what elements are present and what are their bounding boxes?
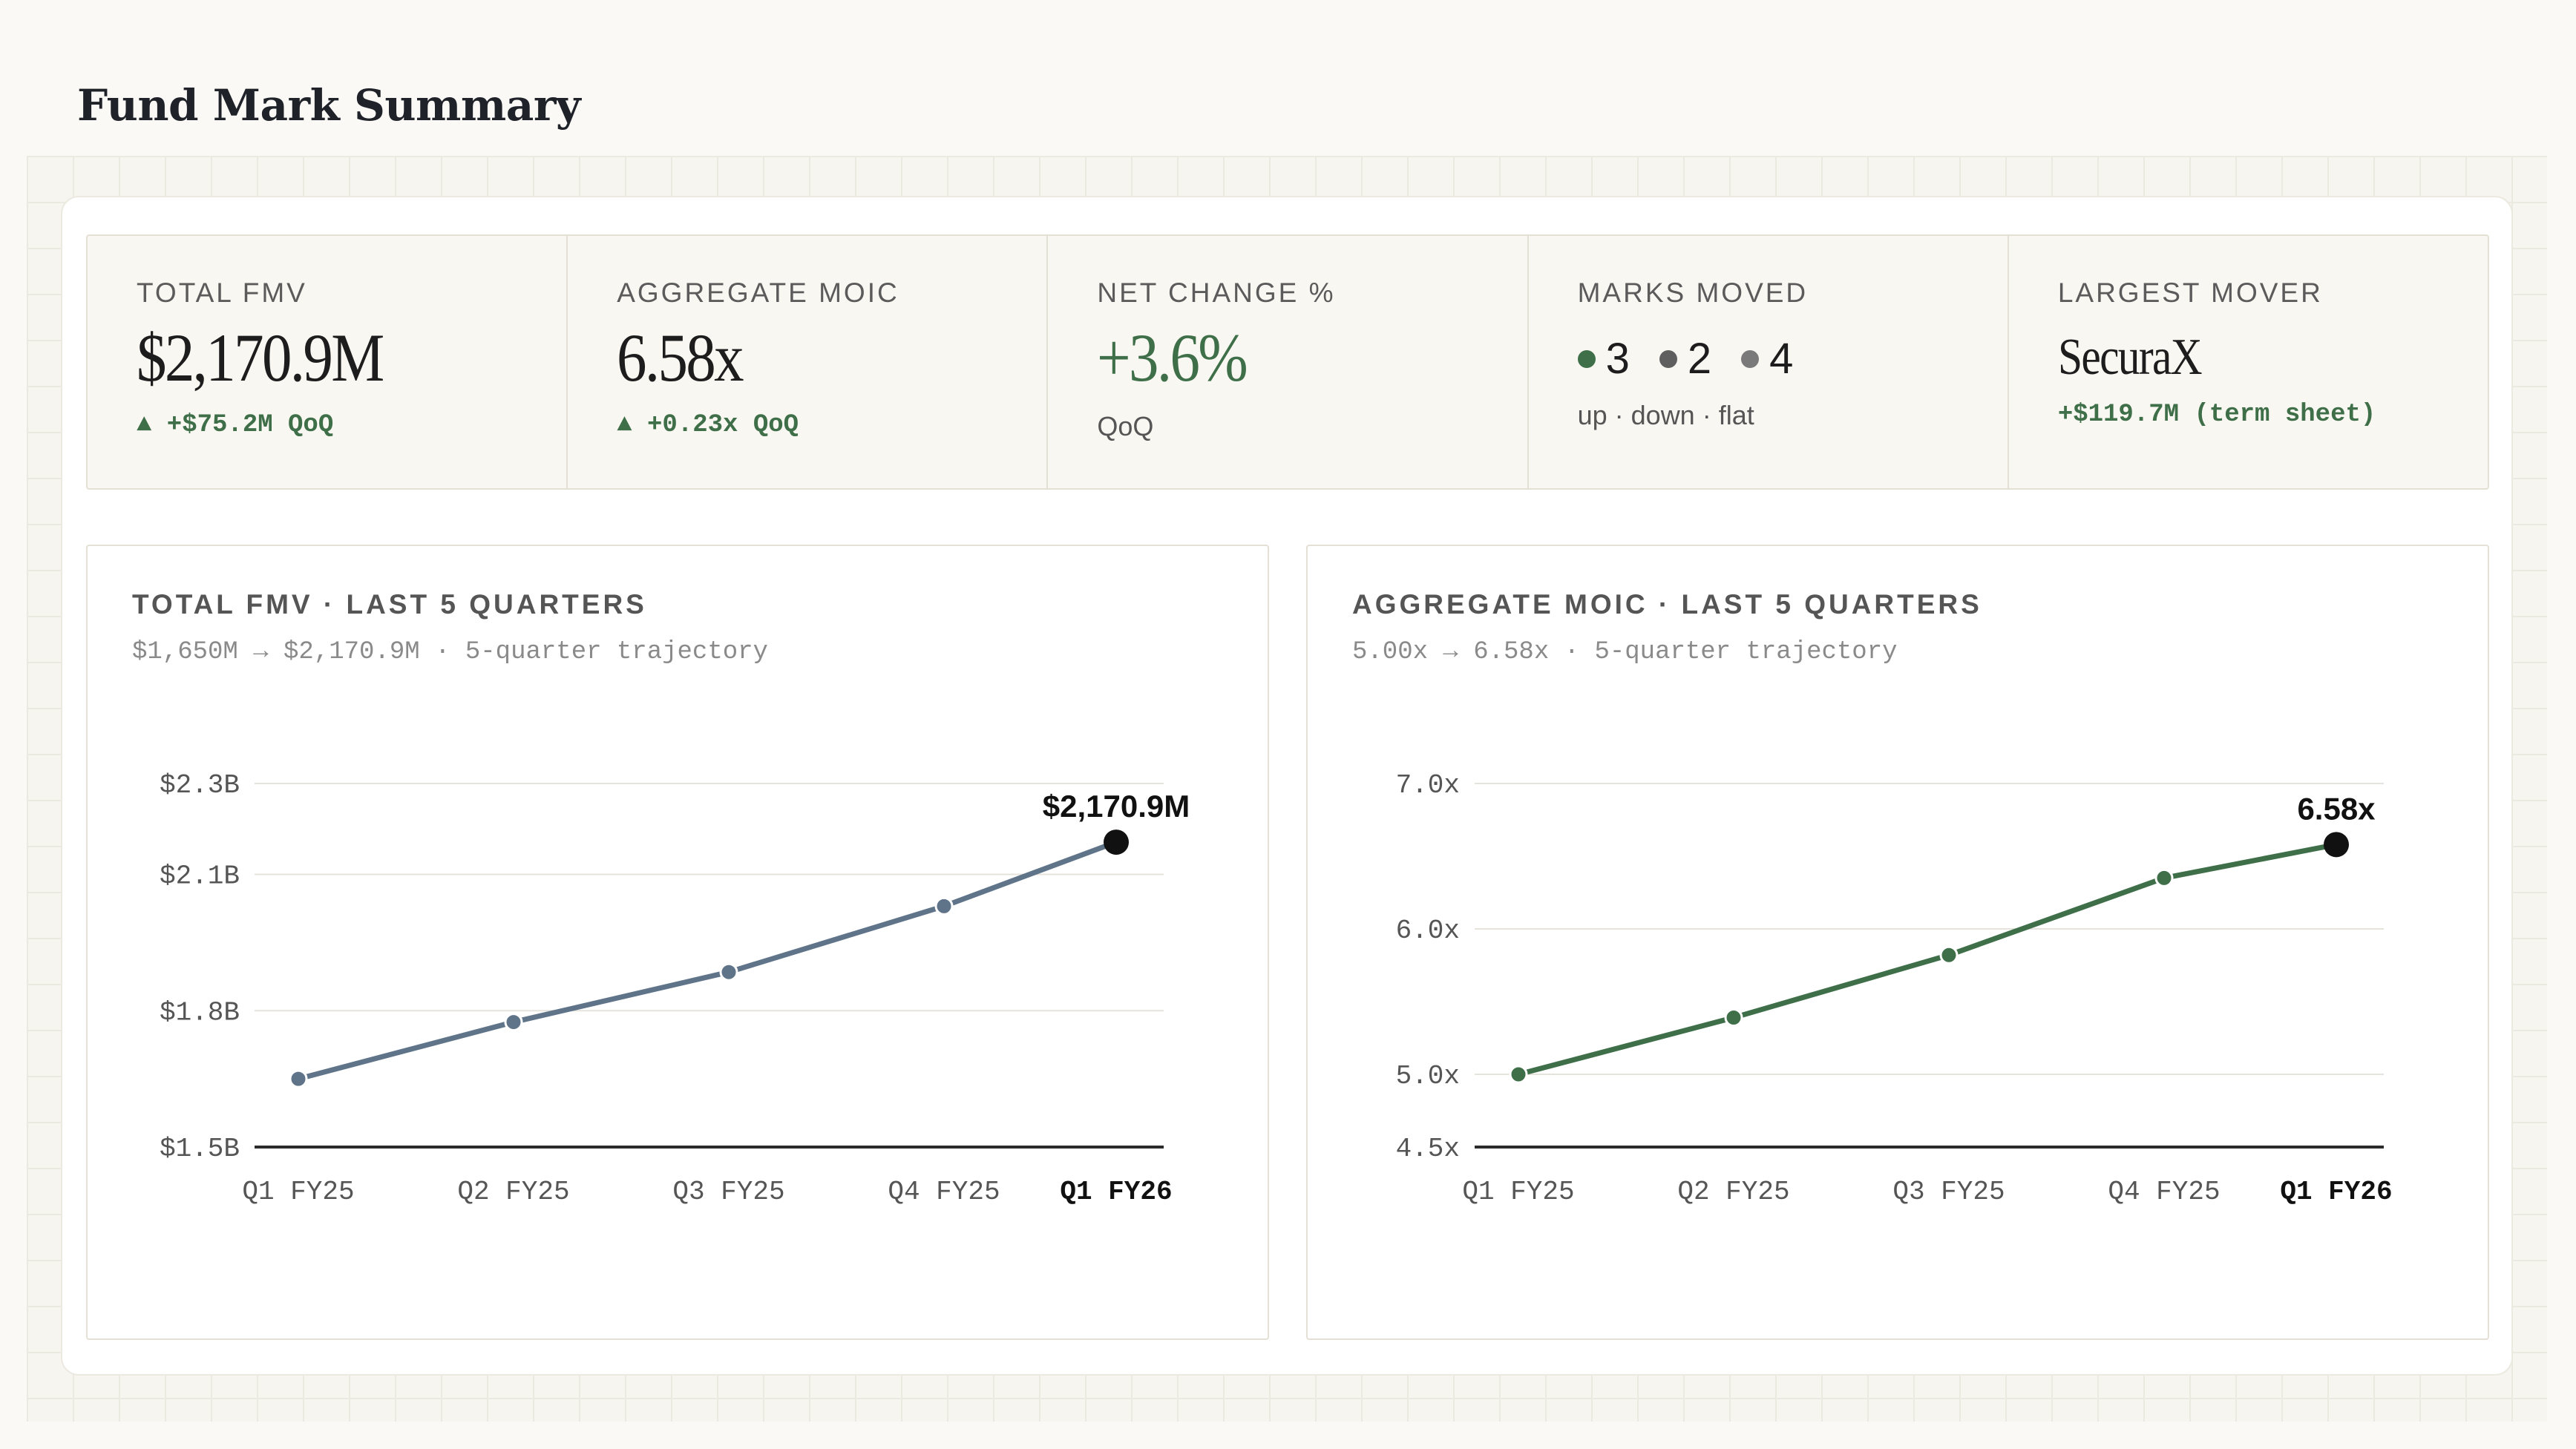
y-tick-label: 5.0x bbox=[1396, 1061, 1460, 1091]
data-point bbox=[289, 1069, 308, 1088]
marks-up-count: 3 bbox=[1605, 335, 1630, 383]
kpi-marks-moved: MARKS MOVED 3 2 4 up · down · flat bbox=[1529, 236, 2009, 488]
x-tick-label: Q2 FY25 bbox=[457, 1177, 569, 1207]
data-point bbox=[719, 962, 738, 982]
y-tick-label: $2.1B bbox=[160, 861, 240, 892]
kpi-total-fmv: TOTAL FMV $2,170.9M ▲ +$75.2M QoQ bbox=[88, 236, 568, 488]
data-point bbox=[1509, 1065, 1528, 1084]
data-point bbox=[2154, 868, 2174, 887]
y-tick-label: 7.0x bbox=[1396, 770, 1460, 801]
kpi-value: $2,170.9M bbox=[137, 320, 384, 395]
marks-up: 3 bbox=[1577, 334, 1630, 384]
data-point bbox=[1939, 945, 1959, 965]
x-tick-label: Q3 FY25 bbox=[1892, 1177, 2005, 1207]
marks-flat-count: 4 bbox=[1769, 335, 1794, 383]
y-tick-label: 6.0x bbox=[1396, 916, 1460, 946]
x-tick-label: Q4 FY25 bbox=[2108, 1177, 2220, 1207]
kpi-value: 6.58x bbox=[617, 320, 744, 395]
x-tick-label: Q1 FY25 bbox=[1462, 1177, 1574, 1207]
chart-title: TOTAL FMV · LAST 5 QUARTERS bbox=[132, 589, 647, 620]
marks-moved-counts: 3 2 4 bbox=[1577, 334, 2008, 384]
kpi-label: TOTAL FMV bbox=[137, 277, 307, 308]
kpi-label: LARGEST MOVER bbox=[2057, 277, 2323, 308]
x-tick-label: Q3 FY25 bbox=[672, 1177, 784, 1207]
marks-down: 2 bbox=[1659, 334, 1711, 384]
chart-subtitle: 5.00x → 6.58x · 5-quarter trajectory bbox=[1352, 638, 1898, 666]
flat-dot-icon bbox=[1741, 349, 1760, 368]
series-line bbox=[295, 839, 1119, 1082]
y-tick-label: $1.5B bbox=[160, 1134, 240, 1164]
largest-mover-delta: +$119.7M (term sheet) bbox=[2057, 401, 2376, 429]
kpi-delta: ▲ +0.23x QoQ bbox=[617, 411, 799, 439]
kpi-value: +3.6% bbox=[1097, 320, 1248, 395]
page-title: Fund Mark Summary bbox=[77, 80, 581, 131]
kpi-label: MARKS MOVED bbox=[1577, 277, 1809, 308]
data-point bbox=[1724, 1008, 1743, 1028]
kpi-aggregate-moic: AGGREGATE MOIC 6.58x ▲ +0.23x QoQ bbox=[568, 236, 1049, 488]
marks-down-count: 2 bbox=[1687, 335, 1712, 383]
up-dot-icon bbox=[1577, 349, 1596, 368]
kpi-largest-mover: LARGEST MOVER SecuraX +$119.7M (term she… bbox=[2009, 236, 2488, 488]
kpi-period: QoQ bbox=[1097, 411, 1154, 441]
latest-data-point bbox=[1104, 829, 1129, 855]
y-tick-label: $2.3B bbox=[160, 770, 240, 801]
x-tick-label: Q1 FY26 bbox=[1060, 1177, 1172, 1207]
aggregate-moic-chart-panel: AGGREGATE MOIC · LAST 5 QUARTERS 5.00x →… bbox=[1306, 545, 2489, 1340]
data-point bbox=[934, 896, 954, 916]
x-tick-label: Q1 FY25 bbox=[242, 1177, 354, 1207]
x-tick-label: Q2 FY25 bbox=[1677, 1177, 1789, 1207]
x-tick-label: Q4 FY25 bbox=[888, 1177, 1000, 1207]
chart-subtitle: $1,650M → $2,170.9M · 5-quarter trajecto… bbox=[132, 638, 768, 666]
y-tick-label: 4.5x bbox=[1396, 1134, 1460, 1164]
latest-value-label: $2,170.9M bbox=[1043, 789, 1190, 824]
y-tick-label: $1.8B bbox=[160, 997, 240, 1028]
kpi-label: AGGREGATE MOIC bbox=[617, 277, 899, 308]
latest-value-label: 6.58x bbox=[2297, 791, 2376, 826]
data-point bbox=[504, 1013, 523, 1032]
largest-mover-name: SecuraX bbox=[2057, 329, 2203, 386]
kpi-net-change: NET CHANGE % +3.6% QoQ bbox=[1048, 236, 1529, 488]
total-fmv-chart-panel: TOTAL FMV · LAST 5 QUARTERS $1,650M → $2… bbox=[86, 545, 1269, 1340]
marks-flat: 4 bbox=[1741, 334, 1793, 384]
latest-data-point bbox=[2324, 832, 2349, 858]
kpi-delta: ▲ +$75.2M QoQ bbox=[137, 411, 334, 439]
marks-moved-legend: up · down · flat bbox=[1577, 400, 1754, 430]
chart-title: AGGREGATE MOIC · LAST 5 QUARTERS bbox=[1352, 589, 1982, 620]
x-tick-label: Q1 FY26 bbox=[2280, 1177, 2392, 1207]
kpi-label: NET CHANGE % bbox=[1097, 277, 1336, 308]
down-dot-icon bbox=[1659, 349, 1677, 368]
kpi-strip: TOTAL FMV $2,170.9M ▲ +$75.2M QoQ AGGREG… bbox=[86, 234, 2489, 490]
series-line bbox=[1515, 841, 2339, 1077]
